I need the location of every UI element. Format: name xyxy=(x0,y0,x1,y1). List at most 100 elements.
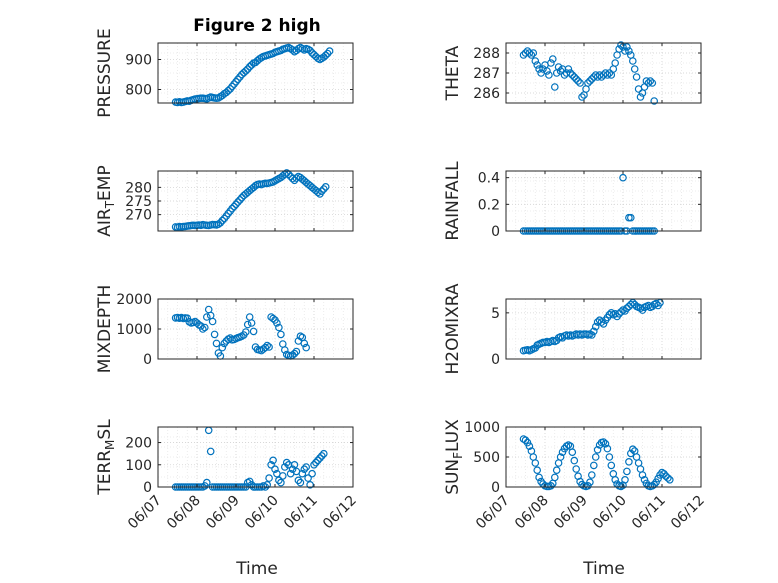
data-point xyxy=(267,460,275,469)
data-point xyxy=(269,314,277,323)
data-point xyxy=(623,43,631,51)
data-point xyxy=(242,328,250,336)
data-point xyxy=(533,466,542,475)
data-point xyxy=(525,442,534,451)
data-point xyxy=(290,176,299,185)
axes-box xyxy=(505,298,702,360)
data-point xyxy=(183,314,192,323)
data-point xyxy=(529,49,538,57)
data-point xyxy=(314,188,322,197)
data-point xyxy=(603,444,612,453)
y-tick-label: 0 xyxy=(143,352,152,368)
data-point xyxy=(576,79,584,87)
data-point xyxy=(210,330,219,339)
data-point xyxy=(265,343,273,351)
data-point xyxy=(531,57,540,65)
data-point xyxy=(586,77,594,85)
data-point xyxy=(607,461,616,470)
data-point xyxy=(584,79,592,87)
y-axis-label: RAINFALL xyxy=(443,161,463,241)
y-axis-label: SUNFLUX xyxy=(443,419,465,495)
data-point xyxy=(220,339,229,348)
y-tick-label: 286 xyxy=(473,86,500,102)
y-tick-label: 200 xyxy=(125,436,152,452)
data-point xyxy=(521,436,530,445)
data-point xyxy=(574,77,582,85)
data-point xyxy=(306,480,314,489)
data-point xyxy=(317,452,326,460)
data-point xyxy=(321,183,330,191)
data-point xyxy=(556,453,565,461)
data-point xyxy=(617,308,625,316)
data-point xyxy=(601,439,610,448)
y-axis-label: TERRMSL xyxy=(95,419,117,496)
data-point xyxy=(232,200,240,209)
data-point xyxy=(263,341,272,350)
data-point xyxy=(550,83,559,91)
data-point xyxy=(630,65,639,73)
data-point xyxy=(587,471,596,479)
data-point xyxy=(206,447,215,456)
data-point xyxy=(300,465,309,474)
data-point xyxy=(605,453,614,461)
data-point xyxy=(203,478,211,487)
data-point xyxy=(628,57,637,65)
data-point xyxy=(321,51,330,60)
data-point xyxy=(224,209,233,218)
y-tick-label: 280 xyxy=(125,180,152,196)
data-point xyxy=(591,322,600,331)
data-point xyxy=(525,49,534,57)
data-point xyxy=(242,67,250,75)
figure-title: Figure 2 high xyxy=(193,16,321,36)
data-point xyxy=(247,61,256,69)
data-point xyxy=(199,325,207,333)
data-point xyxy=(234,75,242,84)
data-point xyxy=(550,473,559,482)
data-point xyxy=(527,51,536,59)
data-point xyxy=(654,474,662,483)
x-tick-label: 06/11 xyxy=(281,493,321,533)
data-point xyxy=(568,71,577,79)
data-point xyxy=(312,458,320,467)
data-point xyxy=(280,346,289,354)
y-tick-label: 500 xyxy=(473,450,500,466)
data-point xyxy=(531,459,540,467)
data-point xyxy=(554,63,563,71)
data-point xyxy=(603,71,612,79)
data-point xyxy=(589,461,598,470)
data-point xyxy=(523,438,532,447)
data-point xyxy=(314,456,322,465)
x-axis-label-left: Time xyxy=(235,559,278,579)
data-point xyxy=(648,79,657,87)
data-point xyxy=(325,47,334,55)
data-point xyxy=(218,343,227,352)
x-tick-label: 06/07 xyxy=(125,493,165,533)
data-point xyxy=(665,475,674,484)
data-point xyxy=(552,466,561,475)
data-point xyxy=(619,173,627,182)
y-axis-label: H2OMIXRA xyxy=(443,283,463,374)
data-point xyxy=(568,448,577,457)
data-point xyxy=(587,331,596,339)
x-tick-label: 06/12 xyxy=(668,493,708,533)
data-point xyxy=(218,216,227,225)
data-point xyxy=(646,77,655,85)
axes-box xyxy=(505,170,702,232)
data-point xyxy=(269,456,277,465)
data-point xyxy=(626,213,635,222)
data-point xyxy=(605,69,614,77)
data-point xyxy=(570,456,579,465)
data-point xyxy=(593,445,602,454)
y-tick-label: 5 xyxy=(491,306,500,322)
data-point xyxy=(300,339,309,348)
sun-flux-panel: 0 500 1000 06/07 06/08 06/09 06/10 06/11 06/12 SU… xyxy=(443,419,708,533)
y-tick-label: 0.4 xyxy=(478,171,500,187)
rainfall-panel: 0 0.2 0.4 RAINFALL xyxy=(443,161,702,241)
data-point xyxy=(586,478,594,487)
x-tick-label: 06/08 xyxy=(512,493,552,533)
data-point xyxy=(597,318,606,326)
x-tick-label: 06/10 xyxy=(242,493,282,533)
data-point xyxy=(319,449,328,458)
data-point xyxy=(650,97,659,105)
